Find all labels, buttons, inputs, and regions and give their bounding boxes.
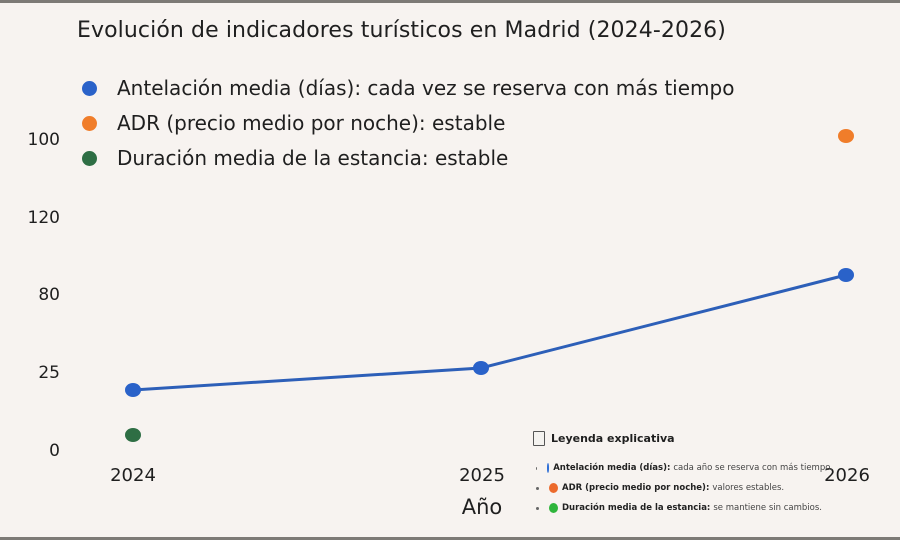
explanatory-item-text: valores estables.	[712, 483, 785, 493]
y-tick: 0	[49, 441, 60, 461]
antelacion-line	[132, 273, 847, 392]
legend-item-duracion: Duración media de la estancia: estable	[80, 143, 508, 173]
legend-label: Duración media de la estancia: estable	[117, 146, 509, 170]
legend-item-adr: ADR (precio medio por noche): estable	[80, 108, 505, 138]
legend-label: ADR (precio medio por noche): estable	[117, 111, 506, 135]
data-point-adr-2026	[838, 129, 854, 143]
legend-item-antelacion: Antelación media (días): cada vez se res…	[80, 73, 734, 103]
explanatory-legend: Leyenda explicativa Antelación media (dí…	[533, 428, 833, 518]
top-border	[0, 0, 900, 3]
explanatory-item: ADR (precio medio por noche): valores es…	[533, 478, 833, 498]
orange-dot-icon	[82, 115, 97, 131]
x-axis-label: Año	[461, 495, 503, 519]
chart-title: Evolución de indicadores turísticos en M…	[77, 18, 726, 43]
bottom-border	[0, 537, 900, 540]
explanatory-item-term: ADR (precio medio por noche):	[562, 483, 710, 493]
orange-dot-icon	[549, 483, 558, 493]
data-point-antelacion-2025	[473, 361, 489, 375]
explanatory-legend-title: Leyenda explicativa	[551, 431, 675, 445]
bullet-icon	[536, 506, 539, 510]
x-tick: 2024	[110, 465, 156, 486]
data-point-antelacion-2026	[838, 268, 854, 282]
y-tick: 120	[27, 208, 60, 228]
data-point-antelacion-2024	[125, 383, 141, 397]
explanatory-item-term: Duración media de la estancia:	[562, 503, 711, 513]
explanatory-item: Duración media de la estancia: se mantie…	[533, 498, 833, 518]
y-tick: 25	[38, 363, 60, 383]
y-tick: 100	[27, 130, 60, 150]
green-dot-icon	[82, 150, 97, 166]
explanatory-item-text: cada año se reserva con más tiempo.	[673, 463, 833, 473]
bullet-icon	[536, 466, 537, 470]
x-tick: 2025	[459, 465, 505, 486]
document-icon	[533, 430, 545, 446]
data-point-duracion-2024	[125, 428, 141, 442]
green-dot-icon	[549, 503, 558, 513]
blue-dot-icon	[546, 463, 550, 473]
blue-dot-icon	[82, 80, 97, 96]
explanatory-item-term: Antelación media (días):	[553, 463, 671, 473]
bullet-icon	[536, 486, 539, 490]
x-tick: 2026	[824, 465, 870, 486]
y-tick: 80	[38, 285, 60, 305]
explanatory-item: Antelación media (días): cada año se res…	[533, 458, 833, 478]
explanatory-legend-header: Leyenda explicativa	[533, 428, 833, 448]
legend-label: Antelación media (días): cada vez se res…	[117, 76, 735, 100]
explanatory-item-text: se mantiene sin cambios.	[713, 503, 822, 513]
